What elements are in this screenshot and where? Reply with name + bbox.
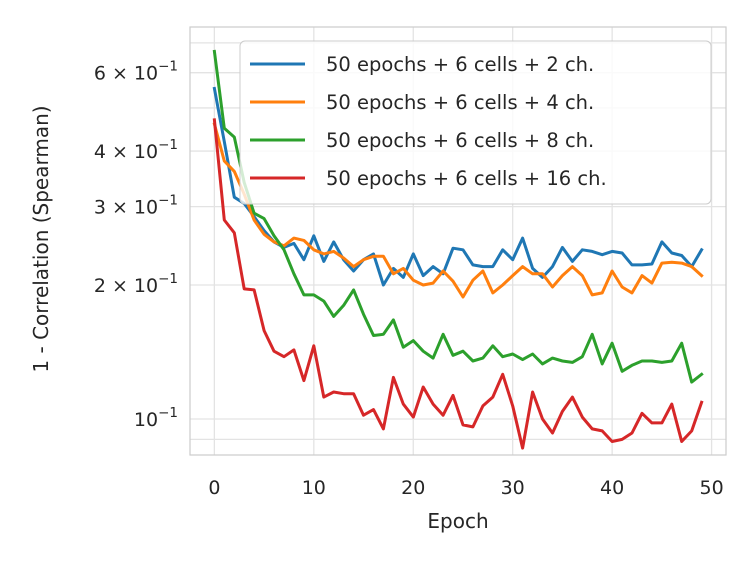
y-tick-label: 10−1 <box>134 405 178 431</box>
y-tick-label: 3 × 10−1 <box>94 193 178 219</box>
series-lines <box>212 49 704 450</box>
series-line-2 <box>212 122 704 299</box>
legend-entry-label: 50 epochs + 6 cells + 16 ch. <box>326 167 607 190</box>
x-tick-label: 20 <box>401 477 425 499</box>
legend-box <box>239 40 712 205</box>
series-line-3 <box>212 49 704 384</box>
y-tick-label: 4 × 10−1 <box>94 137 178 163</box>
y-tick-label: 6 × 10−1 <box>94 59 178 85</box>
legend-entry-label: 50 epochs + 6 cells + 4 ch. <box>326 91 594 114</box>
legend: 50 epochs + 6 cells + 2 ch. 50 epochs + 6… <box>239 40 712 205</box>
y-tick-label: 2 × 10−1 <box>94 271 178 297</box>
x-axis-ticks: 0 10 20 30 40 50 <box>208 477 723 499</box>
x-tick-label: 30 <box>501 477 525 499</box>
y-axis-ticks: 10−1 2 × 10−1 3 × 10−1 4 × 10−1 6 × 10−1 <box>94 59 178 431</box>
x-tick-label: 0 <box>208 477 220 499</box>
x-axis-label: Epoch <box>427 509 488 533</box>
series-line-1 <box>212 86 704 287</box>
x-tick-label: 40 <box>600 477 624 499</box>
y-axis-label: 1 - Correlation (Spearman) <box>29 105 53 372</box>
legend-entry-label: 50 epochs + 6 cells + 2 ch. <box>326 53 594 76</box>
x-tick-label: 50 <box>699 477 723 499</box>
x-tick-label: 10 <box>302 477 326 499</box>
plot-frame <box>189 26 727 456</box>
series-line-4 <box>212 118 704 450</box>
legend-entry-label: 50 epochs + 6 cells + 8 ch. <box>326 129 594 152</box>
